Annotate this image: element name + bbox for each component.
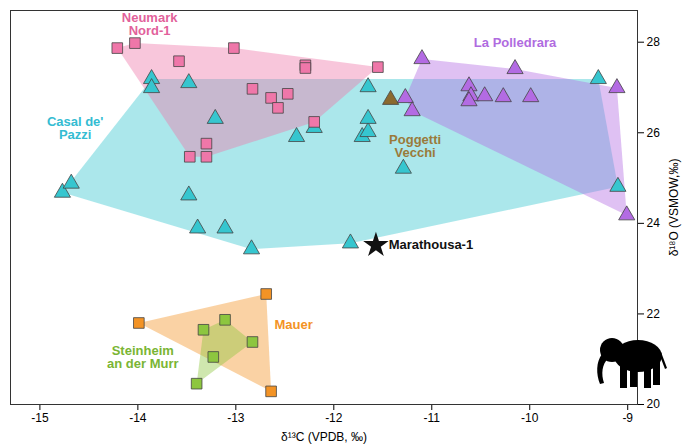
svg-text:-13: -13 xyxy=(227,411,245,425)
svg-text:28: 28 xyxy=(647,35,661,49)
svg-text:-9: -9 xyxy=(622,411,633,425)
svg-text:NeumarkNord-1: NeumarkNord-1 xyxy=(122,10,178,38)
svg-text:Marathousa-1: Marathousa-1 xyxy=(389,237,474,252)
svg-text:-14: -14 xyxy=(129,411,147,425)
svg-text:PoggettiVecchi: PoggettiVecchi xyxy=(389,132,441,160)
svg-text:24: 24 xyxy=(647,216,661,230)
svg-text:δ¹³C (VPDB, ‰): δ¹³C (VPDB, ‰) xyxy=(281,430,367,444)
svg-text:22: 22 xyxy=(647,307,661,321)
svg-text:-12: -12 xyxy=(325,411,343,425)
svg-text:-10: -10 xyxy=(521,411,539,425)
svg-text:20: 20 xyxy=(647,397,661,411)
svg-text:Casal de'Pazzi: Casal de'Pazzi xyxy=(47,114,104,142)
svg-text:δ¹⁸O (VSMOW,‰): δ¹⁸O (VSMOW,‰) xyxy=(667,159,681,257)
svg-text:26: 26 xyxy=(647,126,661,140)
svg-text:-11: -11 xyxy=(424,411,441,425)
svg-text:Mauer: Mauer xyxy=(274,317,312,332)
svg-text:La Polledrara: La Polledrara xyxy=(474,35,557,50)
svg-text:Steinheiman der Murr: Steinheiman der Murr xyxy=(107,343,179,371)
svg-text:-15: -15 xyxy=(31,411,49,425)
